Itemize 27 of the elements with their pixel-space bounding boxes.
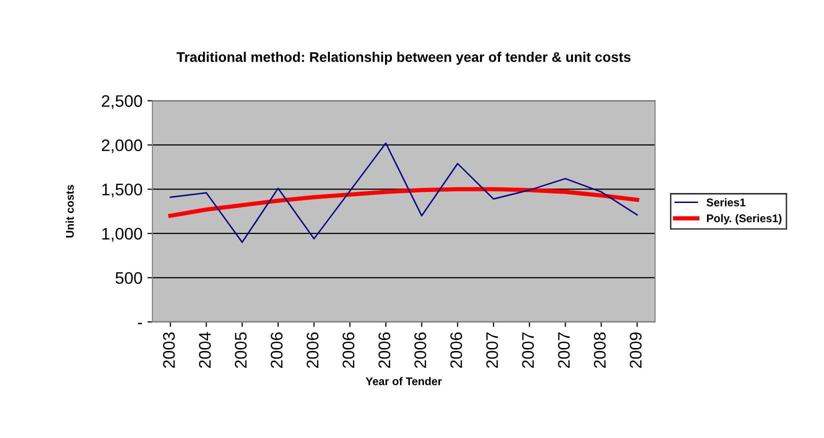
x-tick-label: 2006 [306, 332, 318, 368]
y-tick-label: - [138, 322, 142, 324]
legend-label: Poly. (Series1) [706, 214, 782, 224]
x-tick-label: 2006 [378, 332, 390, 368]
y-tick-label: 2,500 [102, 95, 142, 109]
legend-label: Series1 [706, 198, 746, 206]
x-tick-label: 2004 [198, 332, 211, 368]
y-axis-title: Unit costs [66, 184, 74, 238]
x-tick-label: 2009 [630, 332, 642, 368]
x-tick-label: 2007 [522, 332, 534, 368]
x-tick-label: 2003 [163, 332, 175, 368]
y-tick-label: 2,000 [102, 139, 142, 154]
x-tick-label: 2006 [270, 332, 283, 368]
x-tick-label: 2005 [234, 332, 247, 368]
chart-title: Traditional method: Relationship between year of tender & unit costs [176, 52, 630, 65]
x-tick-label: 2007 [558, 332, 570, 368]
x-tick-label: 2006 [450, 332, 462, 368]
y-tick-label: 500 [116, 272, 142, 284]
y-tick-label: 1,500 [102, 184, 142, 198]
x-tick-label: 2006 [414, 332, 426, 368]
x-tick-label: 2007 [486, 332, 498, 368]
y-tick-label: 1,000 [102, 228, 142, 242]
x-axis-title: Year of Tender [366, 377, 442, 386]
line-series [168, 187, 640, 218]
x-tick-label: 2008 [594, 332, 606, 368]
line-series [170, 142, 638, 243]
x-tick-label: 2006 [342, 332, 354, 368]
